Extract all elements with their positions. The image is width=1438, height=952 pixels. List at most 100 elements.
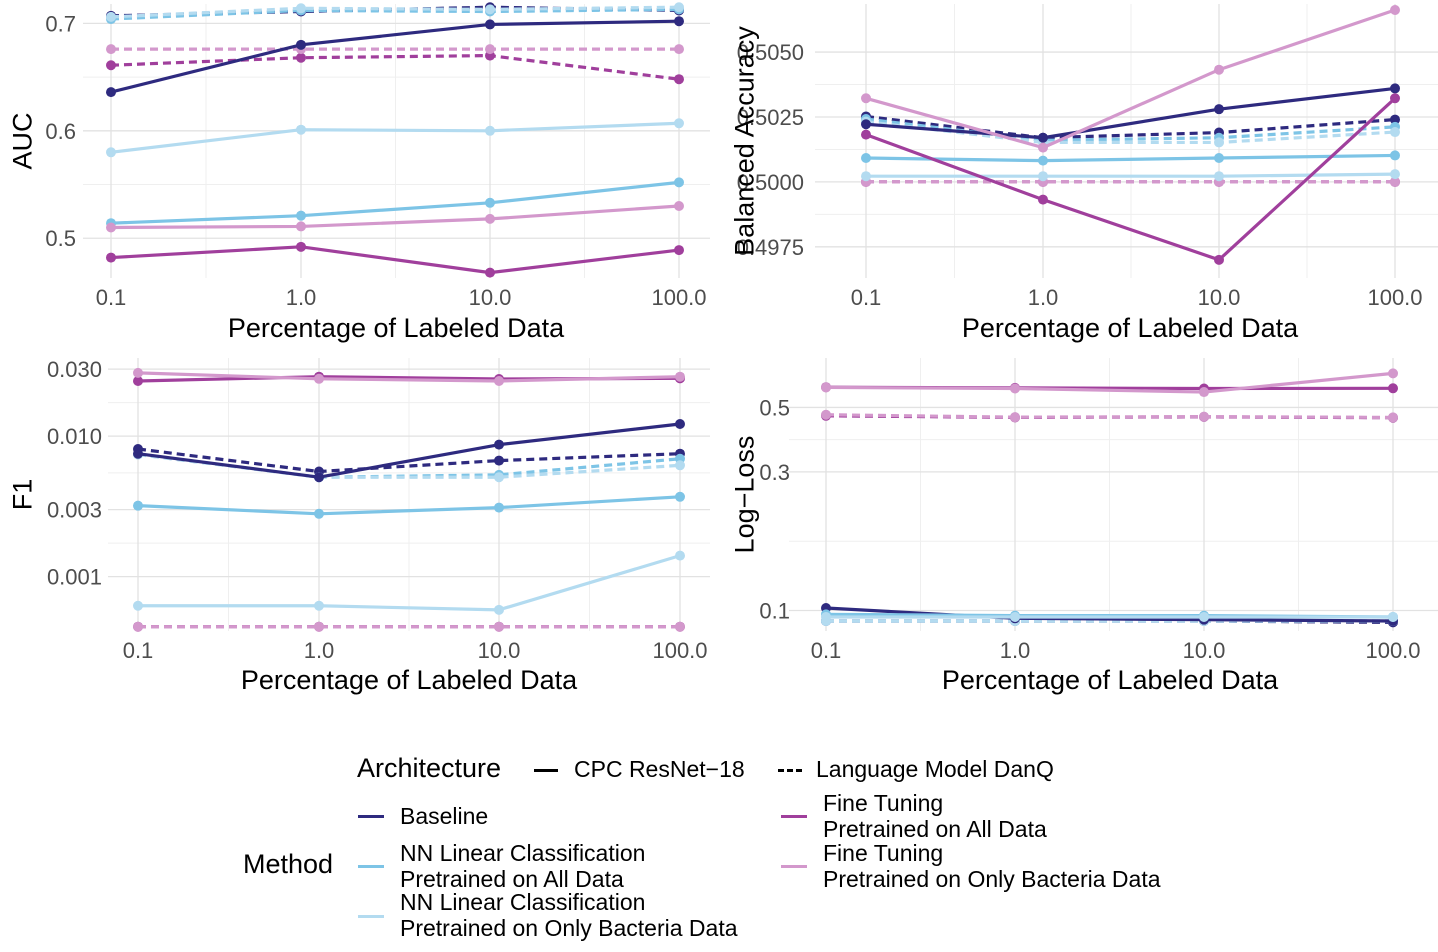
y-tick-label: 0.5050 bbox=[737, 40, 804, 65]
series-fine-tuning-pretrained-on-all-data-resnet-point bbox=[1214, 254, 1224, 265]
series-nn-linear-classification-pretrained-on-only-bacteria-data-resnet-point bbox=[1038, 171, 1048, 182]
series-nn-linear-classification-pretrained-on-only-bacteria-data-resnet-point bbox=[485, 125, 495, 136]
series-nn-linear-classification-pretrained-on-only-bacteria-data-resnet-point bbox=[1214, 171, 1224, 182]
y-tick-label: 0.7 bbox=[45, 11, 76, 36]
series-baseline-resnet-point bbox=[674, 16, 684, 27]
x-tick-label: 1.0 bbox=[1000, 638, 1031, 663]
series-fine-tuning-pretrained-on-only-bacteria-data-resnet-line bbox=[865, 8, 1396, 150]
series-nn-linear-classification-pretrained-on-all-data-resnet-point bbox=[494, 502, 504, 513]
series-nn-linear-classification-pretrained-on-only-bacteria-data-danq-point bbox=[106, 11, 116, 22]
legend-label-nn-bacteria-line2: Pretrained on Only Bacteria Data bbox=[400, 915, 738, 941]
series-nn-linear-classification-pretrained-on-only-bacteria-data-resnet-point bbox=[1390, 169, 1400, 180]
series-fine-tuning-pretrained-on-only-bacteria-data-resnet-point bbox=[1388, 368, 1398, 379]
series-baseline-resnet-point bbox=[1390, 83, 1400, 94]
series-fine-tuning-pretrained-on-only-bacteria-data-resnet-point bbox=[314, 373, 324, 384]
series-fine-tuning-pretrained-on-only-bacteria-data-resnet-point bbox=[1390, 4, 1400, 15]
series-fine-tuning-pretrained-on-only-bacteria-data-resnet-point bbox=[1214, 64, 1224, 75]
series-fine-tuning-pretrained-on-all-data-resnet-point bbox=[1390, 93, 1400, 104]
legend-arch-solid-label: CPC ResNet−18 bbox=[574, 756, 745, 782]
x-tick-label: 100.0 bbox=[652, 638, 707, 663]
series-fine-tuning-pretrained-on-only-bacteria-data-resnet-point bbox=[485, 213, 495, 224]
series-fine-tuning-pretrained-on-only-bacteria-data-resnet-point bbox=[1010, 383, 1020, 394]
series-fine-tuning-pretrained-on-only-bacteria-data-resnet-line bbox=[110, 204, 680, 230]
series-nn-linear-classification-pretrained-on-only-bacteria-data-danq-point bbox=[675, 460, 685, 471]
x-axis-title: Percentage of Labeled Data bbox=[228, 313, 565, 343]
series-fine-tuning-pretrained-on-only-bacteria-data-danq-point bbox=[133, 621, 143, 632]
y-tick-label: 0.4975 bbox=[737, 235, 804, 260]
x-axis-title: Percentage of Labeled Data bbox=[962, 313, 1299, 343]
chart-grid: 0.5 0.6 0.7 0.1 1.0 10.0 100.0 Percentage of La… bbox=[7, 2, 1438, 695]
y-tick-label: 0.003 bbox=[47, 498, 102, 523]
x-tick-label: 0.1 bbox=[96, 285, 127, 310]
series-nn-linear-classification-pretrained-on-only-bacteria-data-resnet-line bbox=[110, 121, 680, 154]
legend-key-nn-all bbox=[358, 865, 384, 868]
series-fine-tuning-pretrained-on-all-data-resnet-point bbox=[861, 129, 871, 140]
series-nn-linear-classification-pretrained-on-only-bacteria-data-resnet-point bbox=[821, 611, 831, 622]
series-fine-tuning-pretrained-on-only-bacteria-data-danq-point bbox=[821, 409, 831, 420]
x-tick-label: 10.0 bbox=[1198, 285, 1241, 310]
series-fine-tuning-pretrained-on-only-bacteria-data-resnet-line bbox=[825, 371, 1394, 394]
series-nn-linear-classification-pretrained-on-all-data-resnet-point bbox=[1390, 150, 1400, 161]
y-tick-label: 0.030 bbox=[47, 357, 102, 382]
series-nn-linear-classification-pretrained-on-only-bacteria-data-resnet-point bbox=[1010, 611, 1020, 622]
series-nn-linear-classification-pretrained-on-only-bacteria-data-resnet-point bbox=[133, 600, 143, 611]
series-fine-tuning-pretrained-on-only-bacteria-data-danq-point bbox=[674, 44, 684, 55]
y-tick-label: 0.010 bbox=[47, 424, 102, 449]
series-nn-linear-classification-pretrained-on-all-data-resnet-point bbox=[674, 177, 684, 188]
series-nn-linear-classification-pretrained-on-all-data-resnet-point bbox=[314, 508, 324, 519]
series-nn-linear-classification-pretrained-on-only-bacteria-data-resnet-point bbox=[674, 118, 684, 129]
legend-label-ft-all-line1: Fine Tuning bbox=[823, 790, 944, 816]
series-nn-linear-classification-pretrained-on-all-data-resnet-point bbox=[1038, 155, 1048, 166]
y-axis-title: Log−Loss bbox=[729, 436, 759, 554]
x-tick-label: 100.0 bbox=[651, 285, 706, 310]
series-fine-tuning-pretrained-on-all-data-resnet-point bbox=[485, 267, 495, 278]
legend-label-ft-bacteria-line1: Fine Tuning bbox=[823, 840, 944, 866]
x-tick-label: 0.1 bbox=[851, 285, 882, 310]
x-tick-label: 10.0 bbox=[1183, 638, 1226, 663]
series-fine-tuning-pretrained-on-all-data-resnet-point bbox=[106, 252, 116, 263]
series-nn-linear-classification-pretrained-on-only-bacteria-data-danq-point bbox=[296, 3, 306, 14]
series-nn-linear-classification-pretrained-on-only-bacteria-data-resnet-point bbox=[296, 124, 306, 135]
series-fine-tuning-pretrained-on-only-bacteria-data-resnet-point bbox=[675, 371, 685, 382]
series-baseline-resnet-point bbox=[675, 419, 685, 430]
series-fine-tuning-pretrained-on-only-bacteria-data-resnet-point bbox=[821, 382, 831, 393]
series-fine-tuning-pretrained-on-all-data-resnet-point bbox=[674, 245, 684, 256]
x-tick-label: 1.0 bbox=[286, 285, 317, 310]
series-nn-linear-classification-pretrained-on-all-data-resnet-point bbox=[485, 197, 495, 208]
series-fine-tuning-pretrained-on-only-bacteria-data-danq-point bbox=[1390, 176, 1400, 187]
legend-key-ft-all bbox=[781, 815, 807, 818]
series-fine-tuning-pretrained-on-only-bacteria-data-resnet-line bbox=[137, 371, 681, 383]
series-baseline-resnet-point bbox=[1214, 104, 1224, 115]
legend-key-baseline bbox=[358, 815, 384, 818]
series-nn-linear-classification-pretrained-on-only-bacteria-data-danq-point bbox=[1214, 137, 1224, 148]
series-nn-linear-classification-pretrained-on-only-bacteria-data-resnet-point bbox=[1199, 611, 1209, 622]
series-fine-tuning-pretrained-on-all-data-resnet-point bbox=[133, 375, 143, 386]
legend-label-baseline: Baseline bbox=[400, 803, 489, 829]
legend-architecture-title: Architecture bbox=[357, 753, 502, 783]
x-axis-title: Percentage of Labeled Data bbox=[241, 665, 578, 695]
legend-dashed-line-key bbox=[778, 769, 802, 772]
y-tick-label: 0.5 bbox=[759, 395, 790, 420]
series-fine-tuning-pretrained-on-only-bacteria-data-resnet-point bbox=[296, 221, 306, 232]
series-fine-tuning-pretrained-on-only-bacteria-data-danq-point bbox=[1010, 412, 1020, 423]
series-fine-tuning-pretrained-on-only-bacteria-data-danq-line bbox=[825, 413, 1394, 420]
legend-key-ft-bacteria bbox=[781, 865, 807, 868]
series-baseline-resnet-line bbox=[110, 19, 680, 94]
x-tick-label: 10.0 bbox=[469, 285, 512, 310]
series-nn-linear-classification-pretrained-on-only-bacteria-data-danq-line bbox=[865, 120, 1396, 145]
series-fine-tuning-pretrained-on-only-bacteria-data-danq-point bbox=[675, 621, 685, 632]
series-nn-linear-classification-pretrained-on-all-data-resnet-point bbox=[675, 491, 685, 502]
x-tick-label: 100.0 bbox=[1367, 285, 1422, 310]
series-fine-tuning-pretrained-on-only-bacteria-data-danq-point bbox=[314, 621, 324, 632]
series-baseline-resnet-point bbox=[296, 39, 306, 50]
series-nn-linear-classification-pretrained-on-only-bacteria-data-danq-point bbox=[674, 2, 684, 13]
legend: Architecture CPC ResNet−18 Language Mode… bbox=[0, 745, 1438, 952]
series-fine-tuning-pretrained-on-only-bacteria-data-danq-point bbox=[1199, 411, 1209, 422]
series-baseline-resnet-point bbox=[1038, 132, 1048, 143]
legend-arch-dashed-label: Language Model DanQ bbox=[816, 756, 1054, 782]
y-tick-label: 0.3 bbox=[759, 460, 790, 485]
series-fine-tuning-pretrained-on-only-bacteria-data-danq-point bbox=[1388, 412, 1398, 423]
series-nn-linear-classification-pretrained-on-only-bacteria-data-resnet-line bbox=[138, 554, 681, 612]
series-baseline-resnet-line bbox=[137, 422, 681, 479]
series-baseline-resnet-point bbox=[861, 119, 871, 130]
